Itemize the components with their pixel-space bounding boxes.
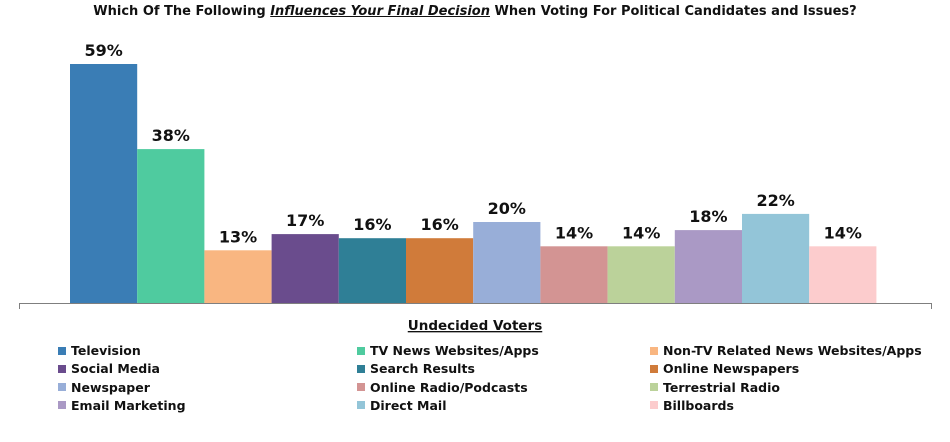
chart-title: Which Of The Following Influences Your F… bbox=[0, 4, 950, 19]
legend-item-5: Search Results bbox=[357, 360, 475, 377]
bar-value-label-1: 59% bbox=[84, 41, 122, 60]
legend-swatch bbox=[58, 383, 66, 392]
legend-label: Television bbox=[71, 343, 141, 358]
chart-title-suffix: When Voting For Political Candidates and… bbox=[490, 4, 857, 19]
bar-9 bbox=[607, 246, 675, 303]
bar-11 bbox=[742, 213, 810, 303]
legend-swatch bbox=[357, 364, 365, 373]
legend-label: Billboards bbox=[663, 397, 734, 413]
legend-swatch bbox=[357, 346, 365, 355]
bar-value-label-12: 14% bbox=[824, 223, 862, 242]
legend-swatch bbox=[357, 383, 365, 392]
legend-swatch bbox=[650, 364, 658, 373]
bar-6 bbox=[406, 238, 474, 303]
legend-item-9: Terrestrial Radio bbox=[650, 379, 780, 396]
legend-item-1: Television bbox=[58, 342, 141, 359]
legend-item-6: Online Newspapers bbox=[650, 360, 799, 377]
legend-item-2: TV News Websites/Apps bbox=[357, 342, 539, 359]
bar-value-label-10: 18% bbox=[689, 207, 727, 226]
legend-swatch bbox=[58, 346, 66, 355]
bar-2 bbox=[137, 149, 205, 303]
bar-value-label-9: 14% bbox=[622, 223, 660, 242]
bar-value-label-7: 20% bbox=[488, 199, 526, 218]
bar-value-label-4: 17% bbox=[286, 211, 324, 230]
legend-item-4: Social Media bbox=[58, 360, 160, 377]
bar-7 bbox=[473, 222, 541, 303]
legend-item-12: Billboards bbox=[650, 397, 734, 414]
legend-swatch bbox=[650, 383, 658, 392]
bar-1 bbox=[70, 64, 138, 303]
legend-label: Search Results bbox=[370, 361, 475, 377]
bar-value-label-8: 14% bbox=[555, 223, 593, 242]
legend-swatch bbox=[58, 401, 66, 410]
legend-swatch bbox=[357, 401, 365, 410]
bar-value-label-11: 22% bbox=[756, 191, 794, 210]
legend-label: Direct Mail bbox=[370, 397, 447, 413]
category-label: Undecided Voters bbox=[408, 318, 543, 334]
legend-swatch bbox=[650, 401, 658, 410]
legend-item-11: Direct Mail bbox=[357, 397, 446, 414]
legend-label: Newspaper bbox=[71, 379, 150, 395]
bar-value-label-2: 38% bbox=[152, 126, 190, 145]
legend-label: Social Media bbox=[71, 361, 160, 377]
chart-title-prefix: Which Of The Following bbox=[93, 4, 271, 19]
legend-swatch bbox=[650, 346, 658, 355]
legend-label: Online Newspapers bbox=[663, 361, 800, 377]
bar-3 bbox=[204, 250, 272, 303]
bar-value-label-3: 13% bbox=[219, 227, 257, 246]
chart-title-emphasis: Influences Your Final Decision bbox=[270, 4, 490, 19]
legend-item-10: Email Marketing bbox=[58, 397, 186, 414]
bar-10 bbox=[674, 230, 742, 303]
bar-value-label-6: 16% bbox=[420, 215, 458, 234]
legend-label: Online Radio/Podcasts bbox=[370, 379, 528, 395]
legend-item-7: Newspaper bbox=[58, 379, 150, 396]
bar-8 bbox=[540, 246, 608, 303]
bar-value-label-5: 16% bbox=[353, 215, 391, 234]
legend-swatch bbox=[58, 364, 66, 373]
bar-4 bbox=[271, 234, 339, 303]
bar-12 bbox=[809, 246, 877, 303]
legend-label: Email Marketing bbox=[71, 397, 186, 413]
legend-label: Non-TV Related News Websites/Apps bbox=[663, 343, 922, 358]
bar-5 bbox=[338, 238, 406, 303]
legend-label: TV News Websites/Apps bbox=[370, 343, 539, 358]
legend-item-3: Non-TV Related News Websites/Apps bbox=[650, 342, 922, 359]
legend-item-8: Online Radio/Podcasts bbox=[357, 379, 528, 396]
legend-label: Terrestrial Radio bbox=[663, 379, 780, 395]
